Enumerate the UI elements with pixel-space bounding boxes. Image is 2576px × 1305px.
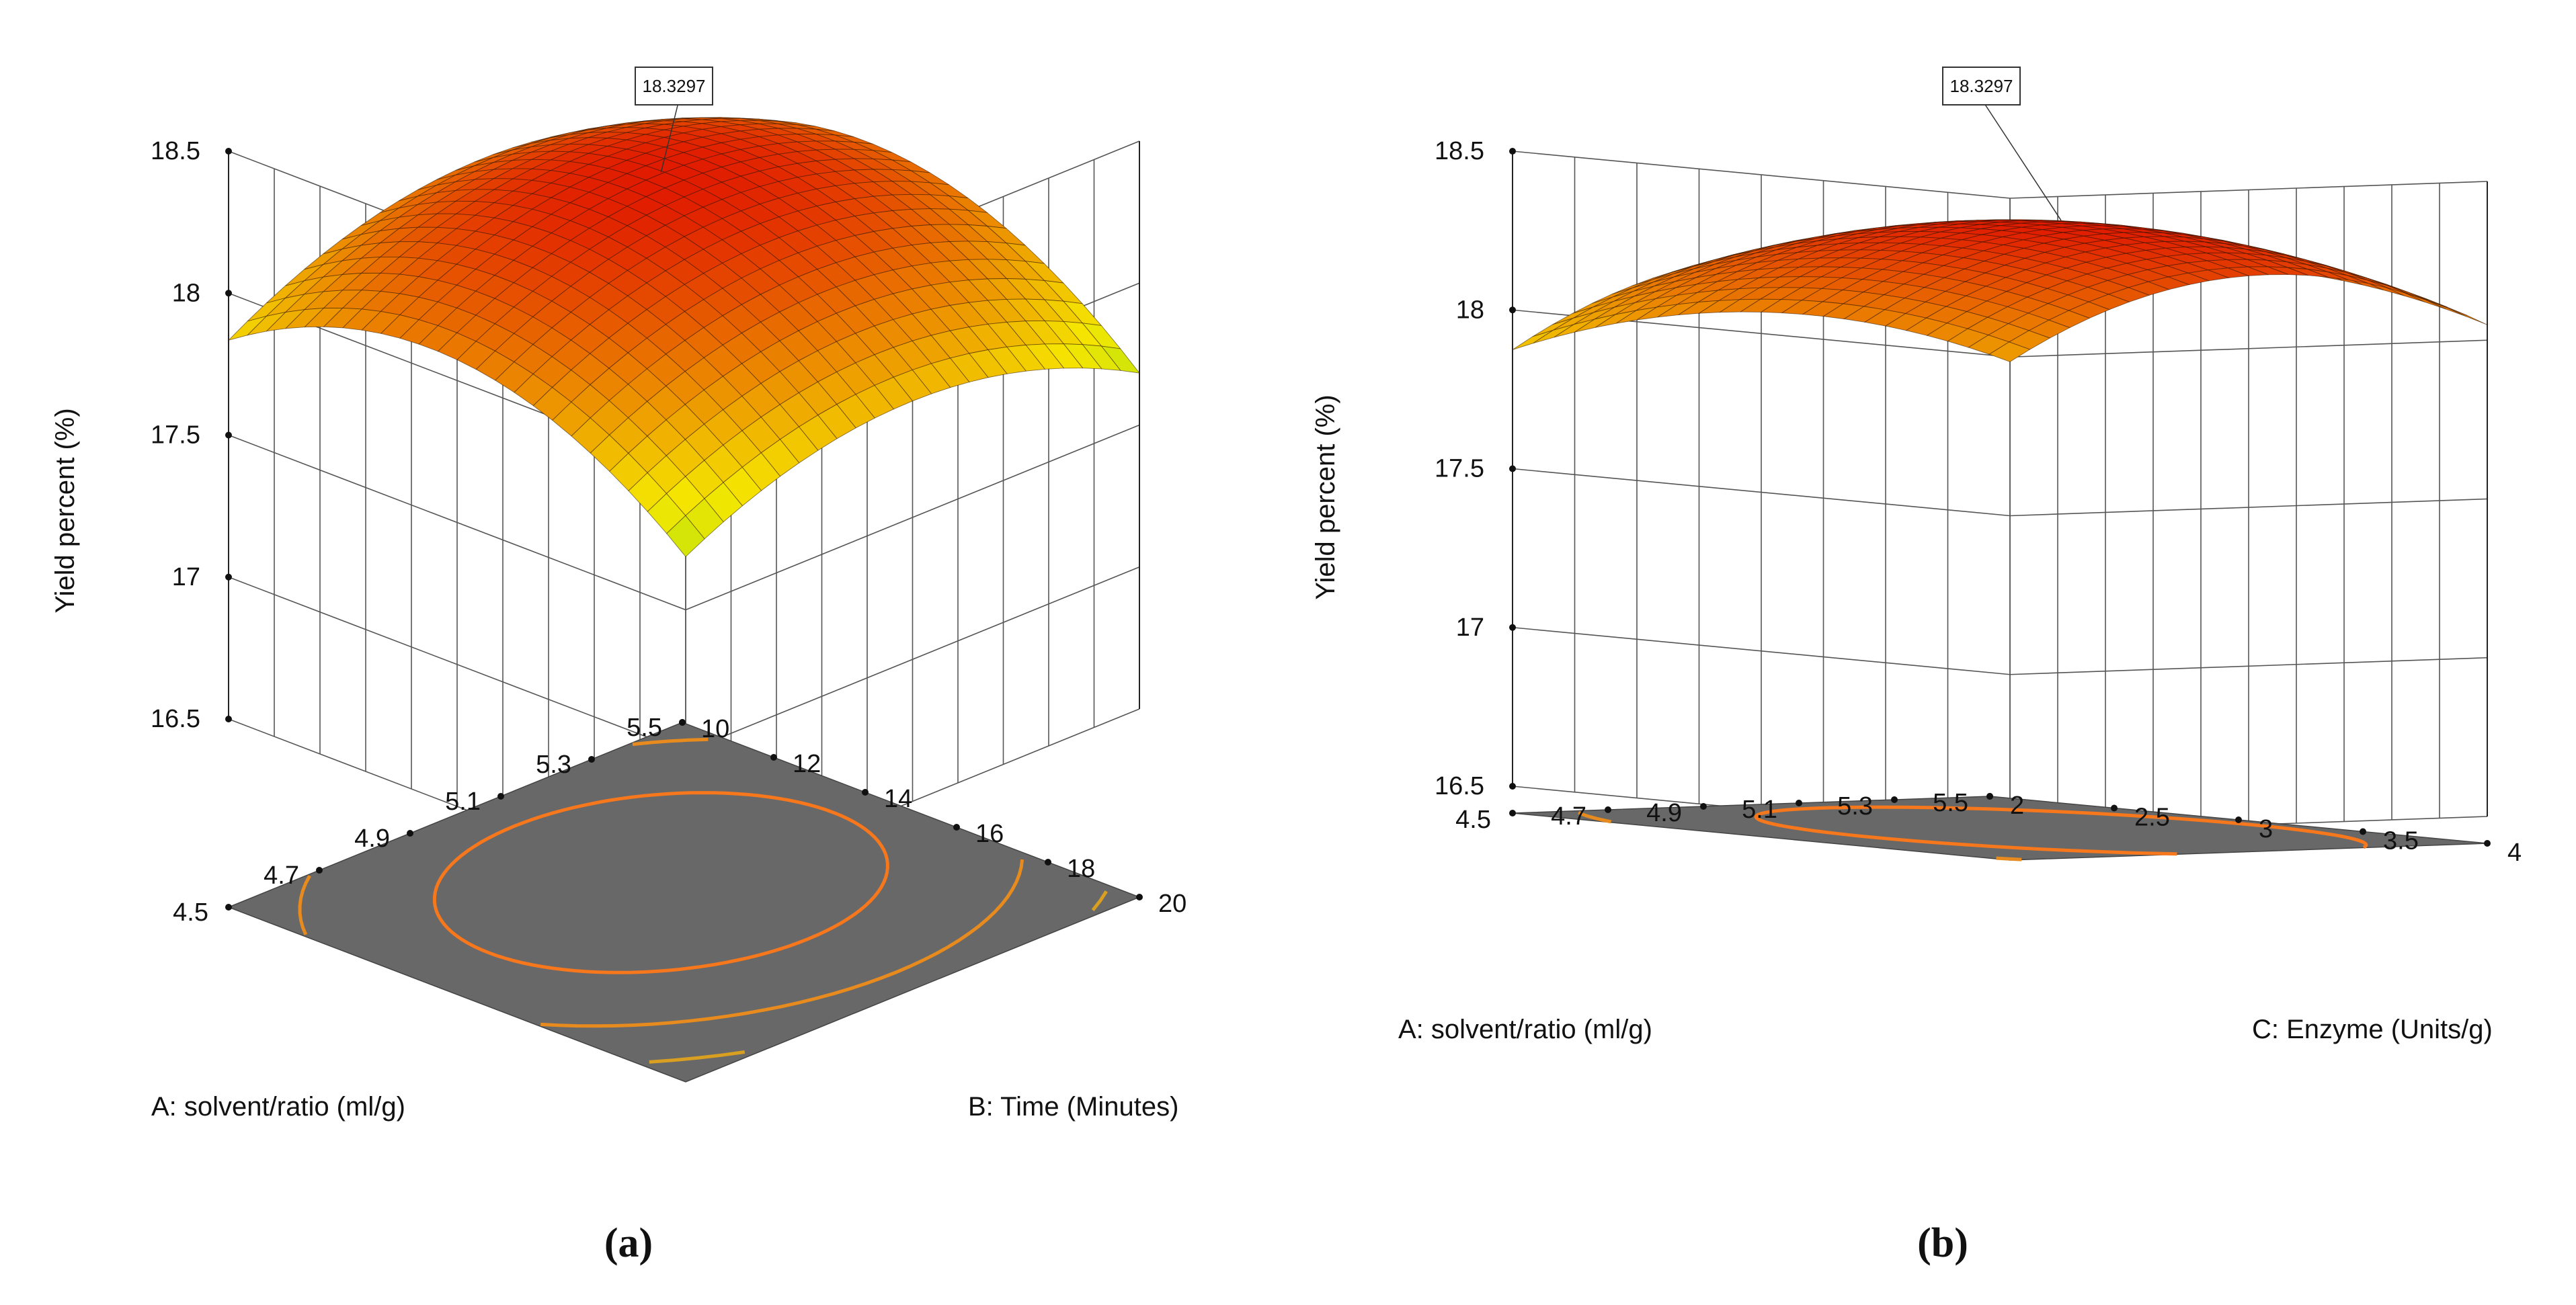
x-tick-label: 4.5 xyxy=(1455,806,1491,834)
peak-leader-line xyxy=(1984,104,2062,221)
y-tick-label: 20 xyxy=(1158,890,1186,918)
contour-line xyxy=(649,890,1108,1064)
surface-plot-b: 18.3297 16.5 17 17.5 18 18.5 4.5 4.7 4.9 5.1 5.3 5.… xyxy=(1311,67,2522,1266)
x-tick-label: 4.7 xyxy=(1551,802,1586,831)
x-tick-mark xyxy=(1891,796,1898,803)
x-tick-mark xyxy=(407,830,413,837)
surface-cell xyxy=(1512,329,1554,350)
z-tick-label: 18.5 xyxy=(151,137,200,165)
y-tick-mark xyxy=(862,789,869,796)
panel-caption: (a) xyxy=(604,1220,653,1266)
surface-plot-a: 18.3297 16.5 17 17.5 18 18.5 4.5 4.7 4.9 5.1 5.3 5.… xyxy=(50,67,1186,1266)
z-tick-mark xyxy=(225,431,232,439)
contour-line xyxy=(432,791,889,974)
x-tick-label: 5.5 xyxy=(1933,789,1968,817)
z-tick-mark xyxy=(1509,148,1516,155)
z-tick-label: 18.5 xyxy=(1435,137,1484,165)
surface-cell xyxy=(666,515,705,558)
y-tick-label: 2.5 xyxy=(2134,804,2170,832)
x-tick-mark xyxy=(1796,800,1802,806)
response-surface xyxy=(227,117,1141,558)
y-tick-mark xyxy=(770,754,777,761)
y-axis-label: B: Time (Minutes) xyxy=(968,1092,1178,1122)
y-tick-label: 4 xyxy=(2507,839,2522,867)
y-tick-mark xyxy=(1136,894,1143,900)
x-tick-label: 4.5 xyxy=(173,898,208,927)
z-axis-label: Yield percent (%) xyxy=(1311,394,1340,599)
x-tick-mark xyxy=(497,793,504,800)
z-tick-mark xyxy=(225,573,232,581)
y-tick-mark xyxy=(2111,804,2118,812)
x-tick-label: 5.1 xyxy=(445,788,481,816)
y-tick-mark xyxy=(2235,816,2242,823)
peak-label: 18.3297 xyxy=(643,76,706,96)
y-tick-mark xyxy=(1045,859,1051,866)
x-tick-label: 5.1 xyxy=(1742,796,1777,824)
y-axis-label: C: Enzyme (Units/g) xyxy=(2252,1015,2493,1044)
x-tick-label: 5.3 xyxy=(536,751,571,779)
y-tick-mark xyxy=(2484,840,2491,847)
x-tick-mark xyxy=(1509,810,1516,816)
peak-label: 18.3297 xyxy=(1950,76,2013,96)
y-tick-label: 10 xyxy=(701,715,729,743)
z-tick-mark xyxy=(225,148,232,155)
y-tick-label: 2 xyxy=(2010,792,2024,820)
z-tick-mark xyxy=(1509,624,1516,631)
z-tick-mark xyxy=(1509,465,1516,472)
y-tick-label: 3.5 xyxy=(2383,827,2419,855)
y-tick-label: 12 xyxy=(793,750,821,778)
y-tick-label: 3 xyxy=(2259,815,2273,843)
z-tick-label: 16.5 xyxy=(151,705,200,733)
z-tick-mark xyxy=(225,716,232,722)
x-tick-label: 4.9 xyxy=(354,825,390,853)
panel-caption: (b) xyxy=(1917,1220,1968,1266)
x-tick-mark xyxy=(1605,806,1611,813)
x-axis-label: A: solvent/ratio (ml/g) xyxy=(1398,1015,1652,1044)
z-tick-label: 17.5 xyxy=(151,421,200,450)
x-tick-label: 4.9 xyxy=(1646,799,1682,827)
peak-label-box xyxy=(635,67,713,106)
x-tick-mark xyxy=(225,904,232,911)
z-tick-mark xyxy=(1509,306,1516,314)
z-tick-label: 18 xyxy=(1456,296,1484,324)
peak-label-box xyxy=(1942,67,2021,106)
peak-leader-line xyxy=(660,104,678,173)
z-tick-label: 16.5 xyxy=(1435,772,1484,800)
z-tick-label: 18 xyxy=(172,279,200,307)
x-axis-label: A: solvent/ratio (ml/g) xyxy=(151,1092,405,1122)
z-tick-mark xyxy=(225,290,232,297)
y-tick-mark xyxy=(1986,793,1993,800)
z-tick-label: 17.5 xyxy=(1435,455,1484,483)
contour-line xyxy=(1754,805,2368,856)
y-tick-mark xyxy=(679,719,686,726)
x-tick-mark xyxy=(1700,803,1707,810)
x-tick-label: 5.3 xyxy=(1837,792,1873,820)
y-tick-label: 18 xyxy=(1067,855,1095,883)
y-tick-label: 16 xyxy=(975,820,1004,848)
z-tick-label: 17 xyxy=(172,563,200,591)
z-axis-label: Yield percent (%) xyxy=(50,408,80,613)
y-tick-mark xyxy=(2360,828,2366,835)
contour-lines xyxy=(298,737,1108,1064)
x-tick-label: 4.7 xyxy=(264,861,299,890)
contour-lines xyxy=(1578,798,2368,859)
y-tick-mark xyxy=(953,824,960,831)
x-tick-label: 5.5 xyxy=(627,714,662,742)
response-surface xyxy=(1512,219,2488,362)
surface-cell xyxy=(1988,341,2031,362)
z-tick-label: 17 xyxy=(1456,614,1484,642)
x-tick-mark xyxy=(588,756,595,763)
contour-line xyxy=(298,737,1024,1028)
x-tick-mark xyxy=(316,867,323,874)
y-tick-label: 14 xyxy=(884,785,912,813)
z-tick-mark xyxy=(1509,783,1516,790)
